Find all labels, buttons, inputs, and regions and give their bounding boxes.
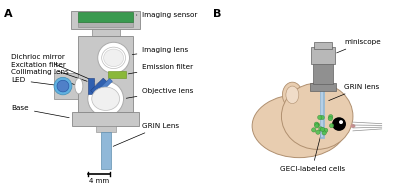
Circle shape: [320, 127, 325, 132]
Circle shape: [339, 120, 343, 124]
Text: Collimating lens: Collimating lens: [11, 69, 76, 85]
Ellipse shape: [350, 124, 356, 128]
Circle shape: [318, 115, 322, 120]
Polygon shape: [91, 78, 107, 94]
Text: miniscope: miniscope: [337, 39, 381, 53]
Text: Base: Base: [11, 105, 69, 118]
Bar: [313, 62, 333, 84]
Ellipse shape: [282, 83, 353, 149]
Text: 4 mm: 4 mm: [89, 178, 109, 184]
Bar: [96, 126, 116, 132]
Bar: [88, 78, 94, 94]
Bar: [314, 42, 332, 49]
Bar: [54, 73, 78, 99]
Ellipse shape: [282, 82, 302, 108]
Ellipse shape: [252, 94, 346, 158]
Circle shape: [316, 130, 320, 134]
Bar: [311, 47, 335, 64]
Bar: [108, 71, 126, 78]
Circle shape: [322, 131, 326, 135]
Text: Excitation filter: Excitation filter: [11, 62, 87, 81]
Ellipse shape: [102, 47, 126, 69]
Text: Imaging lens: Imaging lens: [132, 47, 189, 54]
Ellipse shape: [92, 87, 120, 110]
Circle shape: [332, 117, 346, 131]
Circle shape: [330, 124, 334, 128]
Text: LED: LED: [11, 77, 60, 86]
Text: Dichrioc mirror: Dichrioc mirror: [11, 54, 94, 81]
Bar: [78, 22, 134, 27]
Circle shape: [324, 128, 328, 132]
Ellipse shape: [104, 49, 124, 67]
Circle shape: [328, 115, 333, 119]
Circle shape: [315, 124, 319, 128]
Text: Emission filter: Emission filter: [128, 64, 194, 74]
Text: GRIN Lens: GRIN Lens: [113, 123, 180, 146]
Circle shape: [314, 122, 319, 126]
Circle shape: [328, 116, 332, 121]
Polygon shape: [97, 78, 112, 94]
Text: Objective lens: Objective lens: [126, 88, 194, 98]
Bar: [101, 132, 111, 169]
Circle shape: [98, 42, 130, 73]
Circle shape: [312, 128, 316, 132]
Text: Imaging sensor: Imaging sensor: [136, 12, 198, 18]
Circle shape: [315, 123, 320, 127]
Circle shape: [320, 115, 324, 120]
Text: GRIN lens: GRIN lens: [329, 84, 379, 101]
Bar: [310, 83, 336, 91]
Bar: [78, 12, 134, 22]
Circle shape: [319, 127, 323, 131]
FancyBboxPatch shape: [71, 11, 140, 29]
Bar: [92, 29, 120, 36]
Bar: [78, 36, 134, 112]
Text: GECI-labeled cells: GECI-labeled cells: [280, 133, 345, 172]
Ellipse shape: [75, 78, 83, 94]
Circle shape: [88, 81, 124, 116]
Bar: [72, 112, 140, 126]
Circle shape: [54, 77, 72, 95]
Circle shape: [57, 80, 69, 92]
Text: B: B: [213, 9, 221, 19]
Text: A: A: [4, 9, 13, 19]
Ellipse shape: [286, 86, 299, 104]
